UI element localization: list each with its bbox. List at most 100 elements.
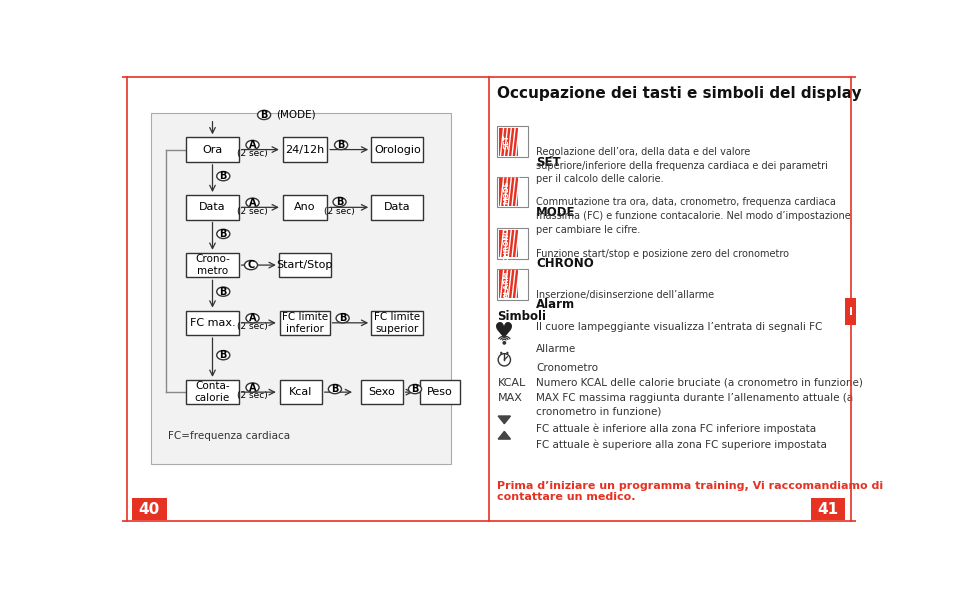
Bar <box>282 195 327 220</box>
Text: Prima d’iniziare un programma training, Vi raccomandiamo di
contattare un medico: Prima d’iniziare un programma training, … <box>497 481 882 502</box>
Text: Data: Data <box>383 202 410 213</box>
Text: Orologio: Orologio <box>374 144 420 155</box>
Text: B: B <box>338 313 346 323</box>
Ellipse shape <box>216 287 230 296</box>
Text: Kcal: Kcal <box>289 387 313 397</box>
Text: B: B <box>335 197 343 207</box>
Bar <box>498 128 517 156</box>
Text: FC max.: FC max. <box>190 318 235 328</box>
Text: 24/12h: 24/12h <box>285 144 324 155</box>
Bar <box>517 271 527 298</box>
Text: (MODE): (MODE) <box>275 110 314 120</box>
Text: Occupazione dei tasti e simboli del display: Occupazione dei tasti e simboli del disp… <box>497 86 862 101</box>
Bar <box>186 195 238 220</box>
Bar <box>844 298 856 325</box>
Bar <box>186 380 238 404</box>
Bar <box>810 498 844 520</box>
Text: MAX FC massima raggiunta durante l’allenamento attuale (a
cronometro in funzione: MAX FC massima raggiunta durante l’allen… <box>536 393 852 416</box>
Text: SET: SET <box>536 156 560 169</box>
Text: B: B <box>219 229 227 239</box>
Text: Il cuore lampeggiante visualizza l’entrata di segnali FC: Il cuore lampeggiante visualizza l’entra… <box>536 322 821 332</box>
Ellipse shape <box>246 198 259 207</box>
Text: Inserzione/disinserzione dell’allarme: Inserzione/disinserzione dell’allarme <box>536 289 713 300</box>
Bar <box>186 137 238 162</box>
Text: FC limite
inferior: FC limite inferior <box>281 312 328 334</box>
Text: Numero KCAL delle calorie bruciate (a cronometro in funzione): Numero KCAL delle calorie bruciate (a cr… <box>536 378 862 388</box>
Text: FC limite
superior: FC limite superior <box>374 312 420 334</box>
Ellipse shape <box>246 140 259 150</box>
Bar <box>280 380 321 404</box>
Text: B: B <box>260 110 268 120</box>
Text: KCAL: KCAL <box>497 378 525 388</box>
Circle shape <box>502 341 506 345</box>
Ellipse shape <box>216 172 230 181</box>
Bar <box>419 380 459 404</box>
Text: FC=frequenza cardiaca: FC=frequenza cardiaca <box>168 431 290 441</box>
Text: Sexo: Sexo <box>368 387 395 397</box>
Text: Start/Stop: Start/Stop <box>276 260 333 270</box>
Text: B: B <box>219 287 227 297</box>
Ellipse shape <box>335 140 347 150</box>
Text: B: B <box>219 171 227 181</box>
Text: A: A <box>249 313 256 323</box>
Text: B: B <box>331 384 338 394</box>
Text: Ano: Ano <box>294 202 315 213</box>
Text: MODE: MODE <box>536 206 575 219</box>
Text: (2 sec): (2 sec) <box>237 391 268 400</box>
Text: Data: Data <box>199 202 226 213</box>
Ellipse shape <box>333 197 346 207</box>
Text: I: I <box>848 307 852 317</box>
Text: B: B <box>219 350 227 360</box>
Text: Cronometro: Cronometro <box>536 363 598 373</box>
Bar <box>151 114 451 464</box>
Bar <box>282 137 327 162</box>
Text: MAX: MAX <box>497 393 521 403</box>
Text: A: A <box>249 382 256 392</box>
Bar <box>361 380 402 404</box>
Bar <box>497 127 528 157</box>
Text: B: B <box>411 384 418 394</box>
Text: Crono-
metro: Crono- metro <box>194 255 230 276</box>
Ellipse shape <box>408 384 421 394</box>
Text: (2 sec): (2 sec) <box>237 207 268 215</box>
Text: Simboli: Simboli <box>497 310 546 323</box>
Circle shape <box>506 352 508 354</box>
Bar <box>517 230 527 258</box>
Text: SET: SET <box>503 134 509 149</box>
Circle shape <box>499 352 502 354</box>
Bar <box>371 137 423 162</box>
Text: (2 sec): (2 sec) <box>324 207 355 215</box>
Text: 41: 41 <box>817 501 838 517</box>
Bar <box>498 230 517 258</box>
Ellipse shape <box>246 314 259 323</box>
Text: C: C <box>247 260 254 270</box>
Text: A: A <box>249 140 256 150</box>
Ellipse shape <box>257 110 271 120</box>
Bar <box>186 311 238 335</box>
Bar <box>498 178 517 206</box>
Text: Conta-
calorie: Conta- calorie <box>194 381 230 403</box>
Text: (2 sec): (2 sec) <box>237 322 268 331</box>
Text: ♥: ♥ <box>494 322 514 342</box>
Polygon shape <box>497 432 510 439</box>
Ellipse shape <box>328 384 341 394</box>
Ellipse shape <box>244 260 257 270</box>
Text: (2 sec): (2 sec) <box>237 149 268 158</box>
Polygon shape <box>497 416 510 424</box>
Ellipse shape <box>216 350 230 360</box>
Circle shape <box>497 353 510 366</box>
Bar <box>498 271 517 298</box>
Text: Ora: Ora <box>202 144 222 155</box>
Text: 40: 40 <box>138 501 160 517</box>
Bar <box>186 253 238 278</box>
Bar <box>497 269 528 300</box>
Bar <box>517 128 527 156</box>
Text: FC attuale è superiore alla zona FC superiore impostata: FC attuale è superiore alla zona FC supe… <box>536 439 826 449</box>
Bar <box>278 253 331 278</box>
Bar <box>517 178 527 206</box>
Bar <box>497 176 528 207</box>
Ellipse shape <box>246 383 259 392</box>
Text: CHRONO: CHRONO <box>536 258 593 271</box>
Bar <box>371 311 423 335</box>
Text: Regolazione dell’ora, della data e del valore
superiore/inferiore della frequenz: Regolazione dell’ora, della data e del v… <box>536 147 827 185</box>
